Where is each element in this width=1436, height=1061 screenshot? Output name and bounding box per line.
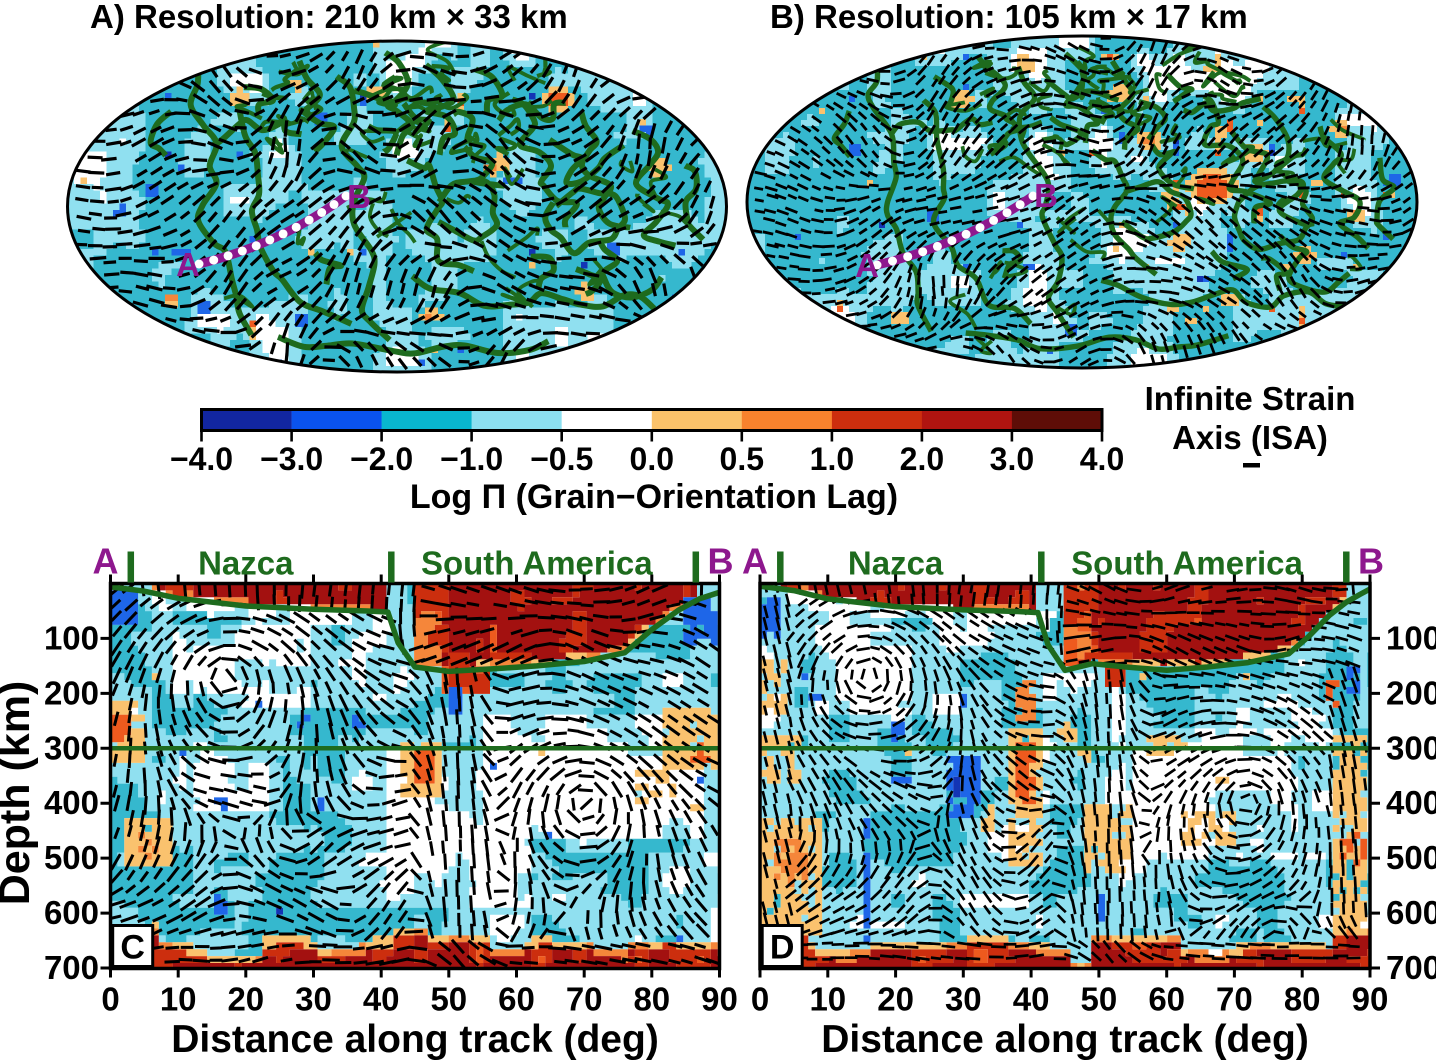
svg-text:Log Π (Grain−Orientation Lag): Log Π (Grain−Orientation Lag)	[410, 478, 898, 516]
svg-text:−2.0: −2.0	[350, 441, 413, 477]
svg-text:50: 50	[1081, 981, 1118, 1018]
svg-text:200: 200	[1386, 674, 1436, 711]
svg-text:0.0: 0.0	[630, 441, 674, 477]
svg-text:Depth (km): Depth (km)	[0, 681, 39, 906]
svg-text:A) Resolution: 210 km × 33 km: A) Resolution: 210 km × 33 km	[90, 0, 568, 35]
svg-text:500: 500	[1386, 839, 1436, 876]
svg-text:0: 0	[101, 981, 119, 1018]
svg-text:50: 50	[430, 981, 467, 1018]
svg-text:A: A	[855, 247, 879, 284]
svg-text:100: 100	[1386, 619, 1436, 656]
svg-text:600: 600	[1386, 894, 1436, 931]
svg-text:−3.0: −3.0	[260, 441, 323, 477]
svg-text:400: 400	[44, 784, 99, 821]
svg-text:Infinite Strain: Infinite Strain	[1145, 380, 1356, 417]
svg-text:30: 30	[295, 981, 332, 1018]
svg-text:B: B	[347, 178, 371, 215]
svg-text:500: 500	[44, 839, 99, 876]
svg-text:100: 100	[44, 619, 99, 656]
svg-text:4.0: 4.0	[1080, 441, 1124, 477]
svg-text:0: 0	[751, 981, 769, 1018]
svg-text:70: 70	[566, 981, 603, 1018]
svg-text:700: 700	[44, 949, 99, 986]
svg-text:Distance along track (deg): Distance along track (deg)	[821, 1018, 1309, 1061]
svg-text:B: B	[1034, 177, 1058, 214]
svg-text:300: 300	[1386, 729, 1436, 766]
svg-text:400: 400	[1386, 784, 1436, 821]
svg-text:30: 30	[945, 981, 982, 1018]
svg-text:Nazca: Nazca	[198, 545, 294, 582]
svg-text:−4.0: −4.0	[170, 441, 233, 477]
svg-text:90: 90	[1352, 981, 1389, 1018]
svg-text:Axis (ISA): Axis (ISA)	[1172, 419, 1328, 456]
svg-text:20: 20	[877, 981, 914, 1018]
svg-text:−0.5: −0.5	[530, 441, 593, 477]
svg-text:60: 60	[1148, 981, 1185, 1018]
svg-text:80: 80	[1284, 981, 1321, 1018]
svg-text:200: 200	[44, 674, 99, 711]
svg-text:70: 70	[1216, 981, 1253, 1018]
svg-text:300: 300	[44, 729, 99, 766]
svg-text:A: A	[93, 541, 119, 582]
svg-text:80: 80	[633, 981, 670, 1018]
svg-text:Distance along track (deg): Distance along track (deg)	[171, 1018, 659, 1061]
svg-text:20: 20	[227, 981, 264, 1018]
svg-text:10: 10	[809, 981, 846, 1018]
svg-text:B: B	[708, 541, 734, 582]
svg-text:South America: South America	[421, 545, 653, 582]
svg-text:2.0: 2.0	[900, 441, 944, 477]
svg-text:A: A	[176, 246, 200, 283]
svg-text:A: A	[742, 541, 768, 582]
svg-text:C: C	[120, 929, 145, 967]
svg-text:3.0: 3.0	[990, 441, 1034, 477]
svg-text:B) Resolution: 105 km × 17 km: B) Resolution: 105 km × 17 km	[770, 0, 1248, 35]
svg-text:600: 600	[44, 894, 99, 931]
svg-text:0.5: 0.5	[720, 441, 764, 477]
svg-text:700: 700	[1386, 949, 1436, 986]
svg-text:Nazca: Nazca	[848, 545, 944, 582]
svg-text:60: 60	[498, 981, 535, 1018]
svg-text:−1.0: −1.0	[440, 441, 503, 477]
svg-text:90: 90	[701, 981, 738, 1018]
svg-text:40: 40	[1013, 981, 1050, 1018]
svg-text:B: B	[1358, 541, 1384, 582]
svg-text:40: 40	[363, 981, 400, 1018]
svg-text:South America: South America	[1071, 545, 1303, 582]
svg-text:D: D	[770, 929, 795, 967]
svg-text:1.0: 1.0	[810, 441, 854, 477]
svg-text:10: 10	[160, 981, 197, 1018]
